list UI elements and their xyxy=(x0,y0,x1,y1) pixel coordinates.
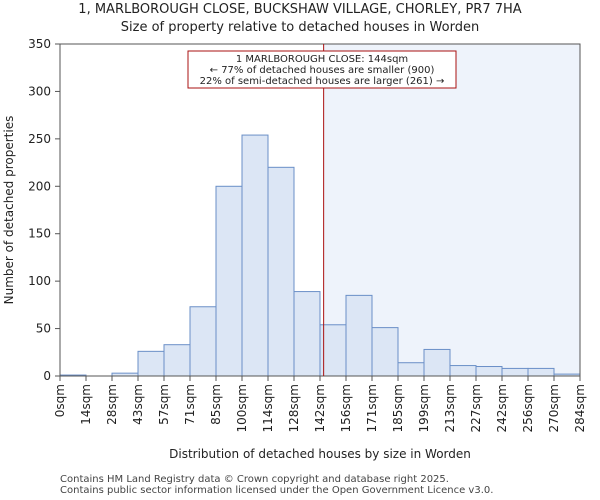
chart-title-address: 1, MARLBOROUGH CLOSE, BUCKSHAW VILLAGE, … xyxy=(78,2,522,17)
x-tick-label: 14sqm xyxy=(79,384,93,425)
y-tick-label: 300 xyxy=(28,84,51,98)
x-tick-label: 142sqm xyxy=(313,384,327,432)
histogram-bar xyxy=(527,367,555,377)
histogram-bar xyxy=(163,344,191,377)
histogram-bar xyxy=(449,365,477,377)
histogram-bar xyxy=(241,134,269,377)
x-tick-label: 256sqm xyxy=(521,384,535,432)
histogram-bar xyxy=(423,348,451,377)
y-tick-label: 50 xyxy=(36,322,51,336)
y-axis-title: Number of detached properties xyxy=(2,116,16,305)
x-tick-label: 171sqm xyxy=(365,384,379,432)
x-tick-label: 156sqm xyxy=(339,384,353,432)
x-tick-label: 71sqm xyxy=(183,384,197,425)
y-tick-label: 200 xyxy=(28,179,51,193)
x-tick-label: 242sqm xyxy=(495,384,509,432)
footer-licence: Contains public sector information licen… xyxy=(60,485,494,496)
x-tick-label: 0sqm xyxy=(53,384,67,417)
histogram-bar xyxy=(293,291,321,377)
x-tick-label: 100sqm xyxy=(235,384,249,432)
x-axis-title: Distribution of detached houses by size … xyxy=(169,447,471,461)
annotation-text: 1 MARLBOROUGH CLOSE: 144sqm xyxy=(236,54,408,65)
y-tick-label: 150 xyxy=(28,227,51,241)
footer-copyright: Contains HM Land Registry data © Crown c… xyxy=(60,474,449,485)
y-tick-label: 250 xyxy=(28,132,51,146)
histogram-bar xyxy=(345,294,373,377)
x-tick-label: 270sqm xyxy=(547,384,561,432)
annotation-text: 22% of semi-detached houses are larger (… xyxy=(200,76,445,87)
x-tick-label: 43sqm xyxy=(131,384,145,425)
annotation-text: ← 77% of detached houses are smaller (90… xyxy=(210,65,435,76)
x-tick-label: 28sqm xyxy=(105,384,119,425)
histogram-bar xyxy=(475,366,503,377)
y-tick-label: 350 xyxy=(28,37,51,51)
histogram-bar xyxy=(267,166,295,377)
histogram-bar xyxy=(371,327,399,377)
histogram-bar xyxy=(215,185,243,377)
x-tick-label: 185sqm xyxy=(391,384,405,432)
histogram-bar xyxy=(501,367,529,377)
x-tick-label: 85sqm xyxy=(209,384,223,425)
x-tick-label: 128sqm xyxy=(287,384,301,432)
x-tick-label: 284sqm xyxy=(573,384,587,432)
histogram-bar xyxy=(189,306,217,377)
x-tick-label: 57sqm xyxy=(157,384,171,425)
chart-subtitle: Size of property relative to detached ho… xyxy=(120,20,480,35)
y-tick-label: 100 xyxy=(28,274,51,288)
annotation-box xyxy=(187,50,457,89)
histogram-bar xyxy=(137,350,165,377)
x-tick-label: 213sqm xyxy=(443,384,457,432)
y-tick-label: 0 xyxy=(43,369,51,383)
x-tick-label: 227sqm xyxy=(469,384,483,432)
x-tick-label: 199sqm xyxy=(417,384,431,432)
x-tick-label: 114sqm xyxy=(261,384,275,432)
histogram-bar xyxy=(397,362,425,377)
